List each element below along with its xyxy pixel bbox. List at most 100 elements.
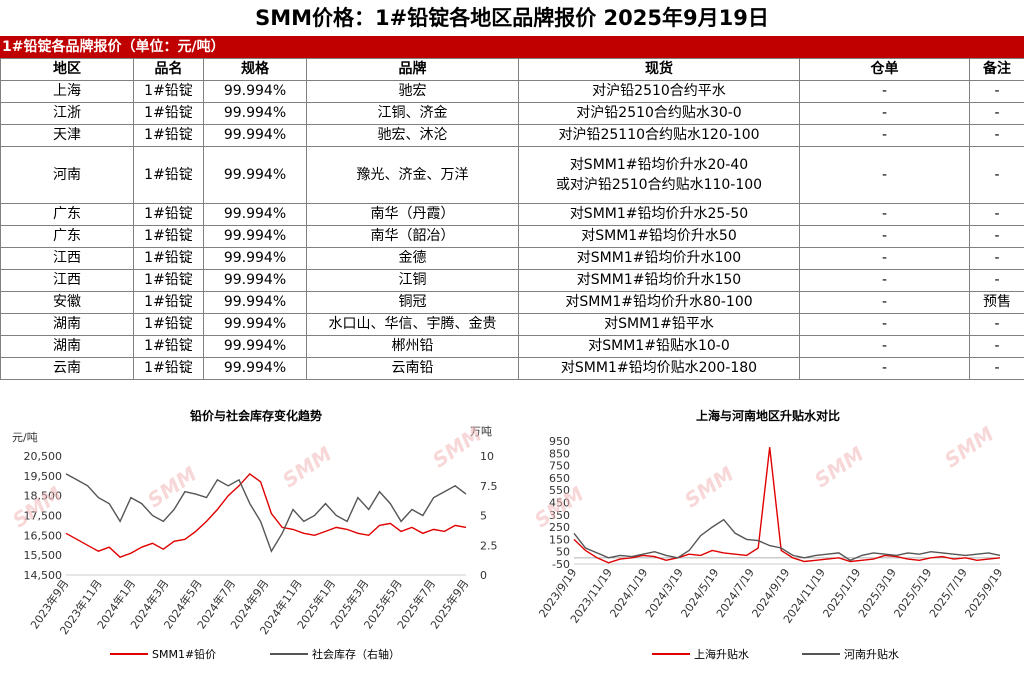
- y-tick-label: 14,500: [24, 569, 63, 582]
- y2-tick-label: 2.5: [480, 539, 498, 552]
- y-tick-label: 950: [549, 435, 570, 448]
- y-tick-label: 450: [549, 497, 570, 510]
- y2-tick-label: 7.5: [480, 480, 498, 493]
- y2-tick-label: 0: [480, 569, 487, 582]
- cell-product: 1#铅锭: [133, 124, 204, 147]
- cell-warrant: -: [799, 203, 970, 226]
- y-tick-label: 17,500: [24, 510, 63, 523]
- cell-remark: -: [969, 313, 1024, 336]
- legend-shanghai: 上海升贴水: [652, 646, 749, 662]
- cell-spot: 对SMM1#铅均价升水50: [518, 225, 800, 248]
- cell-remark: -: [969, 225, 1024, 248]
- cell-region: 江浙: [0, 102, 134, 125]
- y-tick-label: 20,500: [24, 450, 63, 463]
- cell-brand: 水口山、华信、宇腾、金贵: [306, 313, 519, 336]
- cell-spot: 对SMM1#铅贴水10-0: [518, 335, 800, 358]
- legend-henan: 河南升贴水: [802, 646, 899, 662]
- cell-brand: 铜冠: [306, 291, 519, 314]
- cell-brand: 云南铅: [306, 357, 519, 380]
- chart-title: 铅价与社会库存变化趋势: [189, 409, 322, 423]
- cell-region: 湖南: [0, 335, 134, 358]
- cell-spec: 99.994%: [203, 357, 307, 380]
- table-row: 上海 1#铅锭 99.994% 驰宏 对沪铅2510合约平水 - -: [0, 80, 1024, 103]
- y2-tick-label: 10: [480, 450, 494, 463]
- cell-brand: 郴州铅: [306, 335, 519, 358]
- cell-spot: 对SMM1#铅平水: [518, 313, 800, 336]
- spot-line: 或对沪铅2510合约贴水110-100: [555, 177, 763, 193]
- y-tick-label: 750: [549, 460, 570, 473]
- table-row: 江西 1#铅锭 99.994% 江铜 对SMM1#铅均价升水150- -: [0, 269, 1024, 292]
- cell-brand: 豫光、济金、万洋: [306, 146, 519, 204]
- cell-warrant: -: [799, 291, 970, 314]
- cell-region: 云南: [0, 357, 134, 380]
- series-line-0: [65, 472, 467, 559]
- y2-tick-label: 5: [480, 510, 487, 523]
- cell-product: 1#铅锭: [133, 102, 204, 125]
- y-tick-label: 350: [549, 509, 570, 522]
- cell-brand: 江铜: [306, 269, 519, 292]
- cell-warrant: -: [799, 357, 970, 380]
- left-axis-unit: 元/吨: [12, 431, 38, 444]
- table-row: 广东 1#铅锭 99.994% 南华（韶冶） 对SMM1#铅均价升水50- -: [0, 225, 1024, 248]
- y-tick-label: 15,500: [24, 549, 63, 562]
- series-line-1: [65, 473, 467, 553]
- cell-remark: -: [969, 357, 1024, 380]
- cell-spot: 对SMM1#铅均价升水20-40 或对沪铅2510合约贴水110-100: [518, 146, 800, 204]
- cell-product: 1#铅锭: [133, 291, 204, 314]
- cell-warrant: -: [799, 102, 970, 125]
- table-row: 湖南 1#铅锭 99.994% 郴州铅 对SMM1#铅贴水10-0- -: [0, 335, 1024, 358]
- col-header-product: 品名: [133, 58, 204, 81]
- table-row: 江浙 1#铅锭 99.994% 江铜、济金 对沪铅2510合约贴水30-0- -: [0, 102, 1024, 125]
- cell-remark: -: [969, 335, 1024, 358]
- cell-remark: -: [969, 80, 1024, 103]
- cell-spot: 对SMM1#铅均价贴水200-180: [518, 357, 800, 380]
- legend-swatch-red: [110, 653, 148, 655]
- cell-spot: 对沪铅2510合约贴水30-0: [518, 102, 800, 125]
- legend-swatch-gray: [802, 653, 840, 655]
- cell-spot: 对SMM1#铅均价升水100: [518, 247, 800, 270]
- legend-label: 河南升贴水: [844, 648, 899, 661]
- cell-spec: 99.994%: [203, 124, 307, 147]
- legend-label: 社会库存（右轴）: [312, 648, 400, 661]
- cell-brand: 驰宏、沐沦: [306, 124, 519, 147]
- col-header-spot: 现货: [518, 58, 800, 81]
- cell-spot: 对SMM1#铅均价升水150: [518, 269, 800, 292]
- page-title: SMM价格：1#铅锭各地区品牌报价 2025年9月19日: [255, 6, 769, 30]
- cell-product: 1#铅锭: [133, 335, 204, 358]
- y-tick-label: 19,500: [24, 470, 63, 483]
- lead-price-inventory-chart: 铅价与社会库存变化趋势 元/吨 万吨 20,500 19,500 18,500 17,…: [0, 395, 512, 673]
- cell-spot: 对沪铅25110合约贴水120-100: [518, 124, 800, 147]
- section-header: 1#铅锭各品牌报价（单位：元/吨）: [0, 36, 1024, 58]
- cell-warrant: -: [799, 247, 970, 270]
- cell-product: 1#铅锭: [133, 203, 204, 226]
- cell-spec: 99.994%: [203, 146, 307, 204]
- col-header-remark: 备注: [969, 58, 1024, 81]
- legend-swatch-red: [652, 653, 690, 655]
- table-row: 天津 1#铅锭 99.994% 驰宏、沐沦 对沪铅25110合约贴水120-100- -: [0, 124, 1024, 147]
- legend-inventory: 社会库存（右轴）: [270, 646, 400, 662]
- cell-spec: 99.994%: [203, 247, 307, 270]
- y-tick-label: 250: [549, 521, 570, 534]
- cell-spec: 99.994%: [203, 313, 307, 336]
- chart-title: 上海与河南地区升贴水对比: [695, 409, 840, 423]
- chart-plot: 20,500 19,500 18,500 17,500 16,500 15,500 14,5…: [24, 450, 498, 637]
- cell-remark: -: [969, 102, 1024, 125]
- cell-spec: 99.994%: [203, 335, 307, 358]
- cell-warrant: -: [799, 335, 970, 358]
- cell-remark: 预售: [969, 291, 1024, 314]
- cell-spot: 对沪铅2510合约平水: [518, 80, 800, 103]
- y-tick-label: 50: [556, 546, 570, 559]
- cell-spec: 99.994%: [203, 225, 307, 248]
- premium-comparison-chart: 上海与河南地区升贴水对比 950 850 750 650 550 450 350 250 150…: [512, 395, 1024, 673]
- cell-region: 天津: [0, 124, 134, 147]
- col-header-region: 地区: [0, 58, 134, 81]
- price-table: 地区 品名 规格 品牌 现货 仓单 备注 上海 1#铅锭 99.994% 驰宏 对沪铅2…: [0, 58, 1024, 380]
- series-line-1: [573, 518, 1001, 562]
- y-tick-label: 550: [549, 484, 570, 497]
- cell-region: 江西: [0, 269, 134, 292]
- cell-spec: 99.994%: [203, 102, 307, 125]
- cell-product: 1#铅锭: [133, 225, 204, 248]
- cell-product: 1#铅锭: [133, 247, 204, 270]
- y-tick-label: 650: [549, 472, 570, 485]
- cell-remark: -: [969, 247, 1024, 270]
